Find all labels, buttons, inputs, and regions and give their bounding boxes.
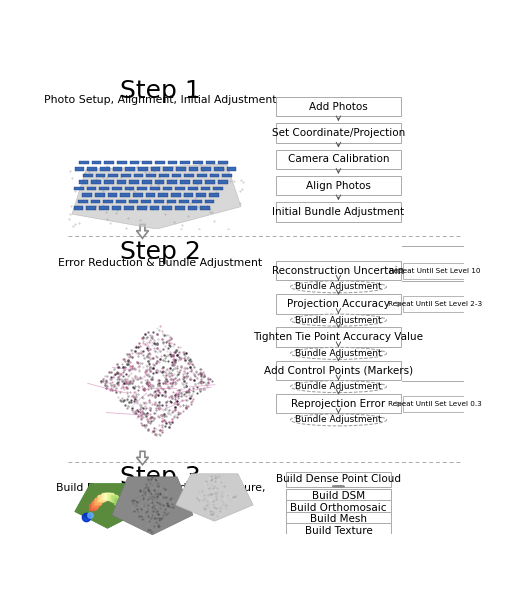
Text: Align Photos: Align Photos bbox=[306, 181, 371, 191]
FancyBboxPatch shape bbox=[403, 263, 466, 278]
FancyBboxPatch shape bbox=[286, 512, 391, 527]
FancyBboxPatch shape bbox=[276, 149, 401, 169]
Text: Step 2: Step 2 bbox=[120, 240, 201, 264]
Text: Add Control Points (Markers): Add Control Points (Markers) bbox=[264, 365, 413, 376]
Text: Repeat Until Set Level 2-3: Repeat Until Set Level 2-3 bbox=[388, 301, 481, 307]
Ellipse shape bbox=[291, 314, 386, 326]
Text: Photo Setup, Alignment, Initial Adjustment: Photo Setup, Alignment, Initial Adjustme… bbox=[44, 95, 277, 104]
Text: Reprojection Error: Reprojection Error bbox=[292, 399, 385, 409]
FancyBboxPatch shape bbox=[276, 394, 401, 413]
FancyBboxPatch shape bbox=[403, 296, 466, 312]
Text: DSM, Orthomosaic: DSM, Orthomosaic bbox=[110, 491, 211, 502]
Text: Error Reduction & Bundle Adjustment: Error Reduction & Bundle Adjustment bbox=[58, 258, 263, 268]
FancyBboxPatch shape bbox=[286, 489, 391, 503]
Ellipse shape bbox=[291, 380, 386, 392]
FancyBboxPatch shape bbox=[403, 396, 466, 412]
Text: Step 1: Step 1 bbox=[120, 79, 201, 103]
Text: Bundle Adjustment: Bundle Adjustment bbox=[295, 382, 382, 391]
Text: Repeat Until Set Level 0.3: Repeat Until Set Level 0.3 bbox=[388, 401, 481, 407]
Text: Projection Accuracy: Projection Accuracy bbox=[287, 299, 390, 309]
FancyBboxPatch shape bbox=[276, 123, 401, 143]
Text: Bundle Adjustment: Bundle Adjustment bbox=[295, 283, 382, 292]
Text: Build Orthomosaic: Build Orthomosaic bbox=[290, 503, 386, 512]
Ellipse shape bbox=[291, 347, 386, 359]
FancyBboxPatch shape bbox=[276, 97, 401, 116]
FancyBboxPatch shape bbox=[286, 472, 391, 487]
Polygon shape bbox=[332, 486, 345, 487]
Text: Add Photos: Add Photos bbox=[309, 101, 368, 112]
FancyBboxPatch shape bbox=[276, 202, 401, 221]
FancyBboxPatch shape bbox=[276, 294, 401, 314]
FancyBboxPatch shape bbox=[276, 328, 401, 347]
Text: Bundle Adjustment: Bundle Adjustment bbox=[295, 316, 382, 325]
Text: Bundle Adjustment: Bundle Adjustment bbox=[295, 349, 382, 358]
Polygon shape bbox=[136, 224, 149, 238]
FancyBboxPatch shape bbox=[276, 261, 401, 280]
Ellipse shape bbox=[291, 414, 386, 426]
Text: Camera Calibration: Camera Calibration bbox=[288, 154, 389, 164]
FancyBboxPatch shape bbox=[276, 361, 401, 380]
FancyBboxPatch shape bbox=[286, 500, 391, 515]
Text: Reconstruction Uncertain: Reconstruction Uncertain bbox=[272, 266, 405, 275]
Text: Build DSM: Build DSM bbox=[312, 491, 365, 501]
Text: Build Texture: Build Texture bbox=[304, 526, 373, 536]
Text: Initial Bundle Adjustment: Initial Bundle Adjustment bbox=[272, 207, 405, 217]
Text: Set Coordinate/Projection: Set Coordinate/Projection bbox=[272, 128, 405, 138]
Text: Bundle Adjustment: Bundle Adjustment bbox=[295, 415, 382, 424]
Text: Build Dense Point Cloud,Mesh,Texture,: Build Dense Point Cloud,Mesh,Texture, bbox=[56, 483, 265, 493]
Text: Build Dense Point Cloud: Build Dense Point Cloud bbox=[276, 475, 401, 484]
Text: Step 3: Step 3 bbox=[120, 465, 201, 489]
Text: Repeat Until Set Level 10: Repeat Until Set Level 10 bbox=[389, 268, 480, 274]
Text: Build Mesh: Build Mesh bbox=[310, 514, 367, 524]
Polygon shape bbox=[136, 451, 149, 464]
Text: Tighten Tie Point Accuracy Value: Tighten Tie Point Accuracy Value bbox=[253, 332, 424, 342]
FancyBboxPatch shape bbox=[276, 176, 401, 196]
Ellipse shape bbox=[291, 281, 386, 293]
FancyBboxPatch shape bbox=[286, 523, 391, 538]
